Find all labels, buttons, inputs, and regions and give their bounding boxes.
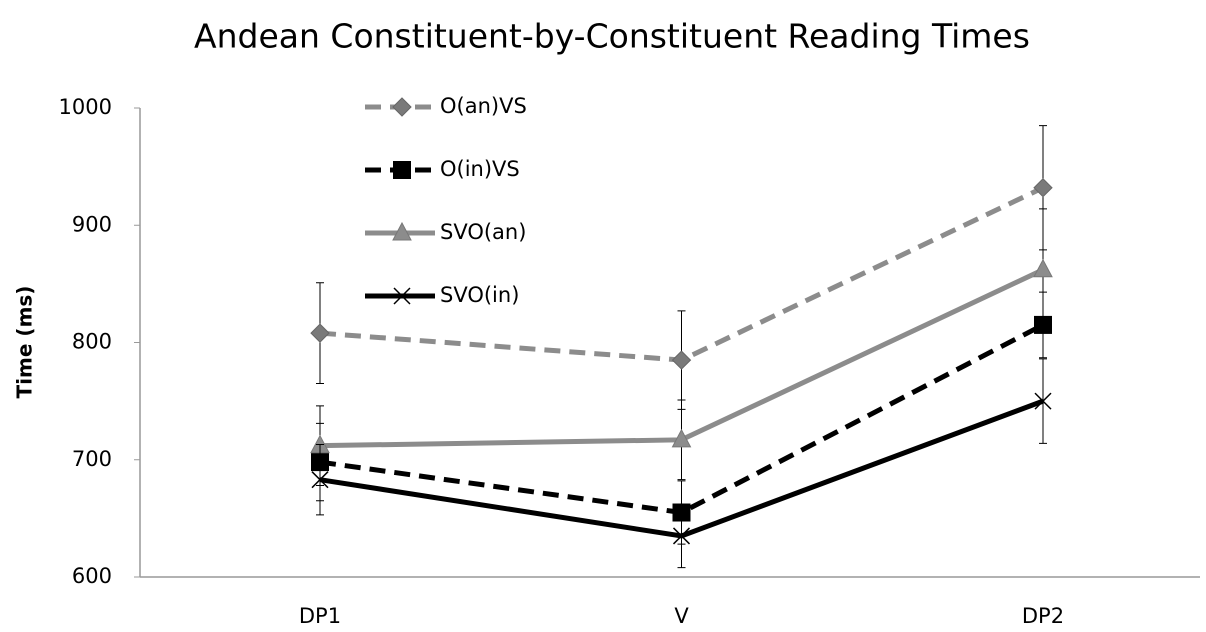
marker	[311, 471, 329, 489]
y-axis-label: Time (ms)	[13, 286, 37, 399]
x-tick-label: V	[674, 604, 689, 628]
marker	[393, 287, 411, 305]
chart-title: Andean Constituent-by-Constituent Readin…	[194, 17, 1030, 56]
y-tick-label: 800	[72, 330, 112, 354]
x-tick-label: DP2	[1022, 604, 1064, 628]
y-tick-label: 700	[72, 447, 112, 471]
legend-label: SVO(in)	[440, 283, 519, 307]
legend-label: SVO(an)	[440, 220, 526, 244]
y-tick-label: 900	[72, 212, 112, 236]
marker	[672, 527, 691, 545]
y-tick-label: 600	[72, 564, 112, 588]
x-tick-label: DP1	[299, 604, 341, 628]
marker	[392, 97, 412, 117]
marker	[310, 323, 330, 343]
marker	[671, 428, 692, 448]
marker	[1034, 392, 1052, 410]
marker	[392, 221, 412, 241]
marker	[1033, 258, 1053, 278]
marker	[1033, 178, 1053, 198]
marker	[671, 350, 692, 370]
legend-label: O(an)VS	[440, 94, 527, 118]
y-tick-label: 1000	[59, 95, 112, 119]
legend-label: O(in)VS	[440, 157, 520, 181]
marker	[393, 161, 411, 179]
